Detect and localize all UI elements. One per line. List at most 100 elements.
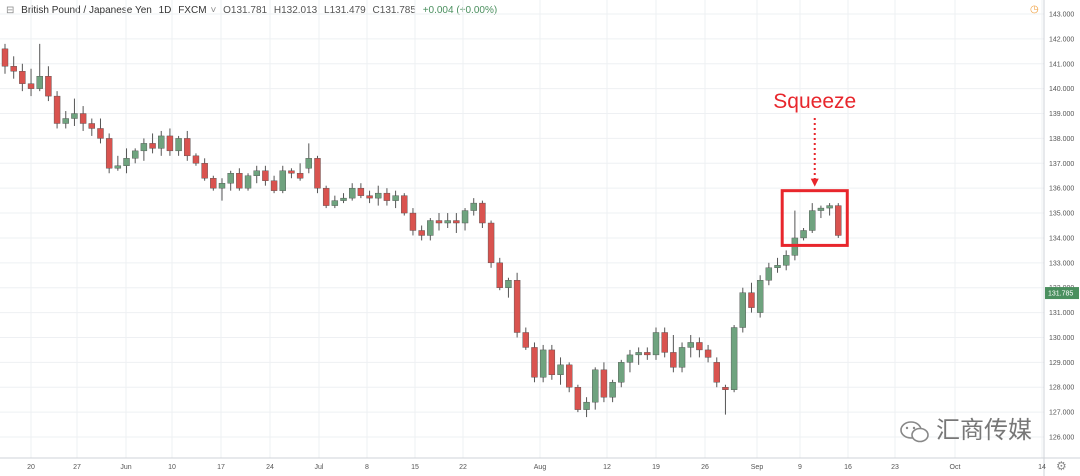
time-tick-label: 22 [459, 464, 467, 471]
candle-body [36, 76, 43, 89]
grid-lines [0, 0, 1044, 458]
candle-body [192, 155, 200, 164]
candle-body [357, 187, 365, 196]
watermark: 汇商传媒 [900, 410, 1032, 445]
price-tick-label: 136.000 [1049, 186, 1074, 193]
time-tick-label: 15 [411, 464, 419, 471]
candle-body [765, 267, 773, 281]
candle-body [262, 170, 269, 181]
price-tick-label: 143.000 [1049, 12, 1074, 19]
alert-clock-icon[interactable]: ◷ [1030, 4, 1039, 15]
candle-body [800, 230, 807, 239]
price-tick-label: 137.000 [1049, 161, 1074, 168]
price-tick-label: 134.000 [1049, 235, 1074, 242]
squeeze-arrow-head [810, 178, 819, 187]
watermark-text: 汇商传媒 [936, 417, 1032, 444]
candle-body [835, 205, 842, 236]
candle-body [661, 332, 668, 353]
candle-body [314, 158, 321, 189]
time-axis: 20 27 Jun 10 17 24 Jul 8 15 22 Aug 12 19 26 Sep 9 16 23 Oc… [0, 457, 1080, 471]
candle-body [783, 255, 790, 266]
close-value: C131.785 [372, 5, 416, 16]
candle-body [453, 220, 460, 224]
candle-body [175, 138, 182, 152]
dropdown-icon[interactable]: ˅ [210, 5, 217, 16]
symbol-name[interactable]: British Pound / Japanese Yen [21, 5, 152, 16]
candle-body [1, 48, 9, 67]
candle-body [27, 83, 35, 89]
candle-body [427, 220, 434, 236]
candle-body [678, 347, 686, 368]
candle-body [97, 128, 104, 139]
candle-body [375, 192, 382, 199]
candle-body [201, 163, 208, 179]
price-tick-label: 142.000 [1049, 36, 1074, 43]
candle-body [140, 143, 148, 152]
candle-body [114, 165, 122, 169]
candle-body [210, 178, 217, 189]
time-tick-label: 9 [798, 464, 802, 471]
time-tick-label: 20 [27, 464, 35, 471]
candle-body [331, 200, 339, 206]
candle-body [279, 170, 286, 191]
candle-body [305, 158, 312, 169]
candle-body [635, 352, 642, 356]
candle-body [618, 362, 625, 383]
candle-body [227, 173, 234, 184]
candle-body [592, 369, 599, 403]
candle-body [45, 76, 52, 97]
candle-body [809, 210, 816, 231]
interval[interactable]: 1D [158, 5, 172, 16]
last-price-tag [1045, 287, 1079, 300]
change-value: +0.004 (+0.00%) [422, 5, 498, 16]
candle-body [739, 292, 746, 328]
candle-body [218, 182, 226, 189]
candle-body [531, 347, 538, 378]
candle-body [409, 212, 417, 231]
squeeze-label: Squeeze [773, 90, 856, 113]
candle-body [670, 352, 677, 368]
exchange: FXCM [178, 5, 207, 16]
candle-body [288, 170, 295, 174]
candle-body [826, 205, 833, 209]
candle-body [79, 113, 87, 124]
candle-body [149, 143, 156, 149]
squeeze-annotation: Squeeze [773, 90, 856, 247]
candle-body [340, 197, 347, 201]
candle-body [548, 349, 556, 375]
candle-body [236, 173, 243, 189]
price-tick-label: 138.000 [1049, 136, 1074, 143]
price-tick-label: 131.000 [1049, 310, 1074, 317]
time-tick-label: 17 [217, 464, 225, 471]
candle-body [71, 113, 78, 119]
candle-body [401, 195, 408, 214]
candle-body [539, 349, 547, 378]
candle-body [158, 135, 165, 149]
candle-body [349, 187, 356, 199]
candle-body [461, 210, 469, 224]
candle-body [600, 369, 608, 398]
candle-body [774, 265, 781, 269]
time-tick-label: 16 [844, 464, 852, 471]
candle-body [748, 292, 755, 308]
time-tick-label: 12 [603, 464, 611, 471]
collapse-icon[interactable]: ⊟ [6, 5, 15, 16]
time-tick-label: Jul [315, 464, 324, 471]
price-axis: 126.000 127.000 128.000 129.000 130.000 131.0… [1043, 0, 1079, 476]
candle-body [505, 280, 512, 288]
candle-body [131, 150, 139, 159]
price-tick-label: 135.000 [1049, 211, 1074, 218]
high-value: H132.013 [273, 5, 318, 16]
candle-body [270, 180, 278, 191]
candles [1, 43, 842, 418]
time-tick-label: 24 [266, 464, 274, 471]
candle-body [496, 262, 503, 288]
candle-body [583, 401, 590, 410]
candle-body [696, 342, 703, 351]
price-tick-label: 140.000 [1049, 86, 1074, 93]
candle-body [366, 195, 373, 199]
settings-gear-icon[interactable]: ⚙ [1056, 459, 1067, 473]
candle-body [704, 349, 712, 358]
candle-body [722, 387, 729, 390]
